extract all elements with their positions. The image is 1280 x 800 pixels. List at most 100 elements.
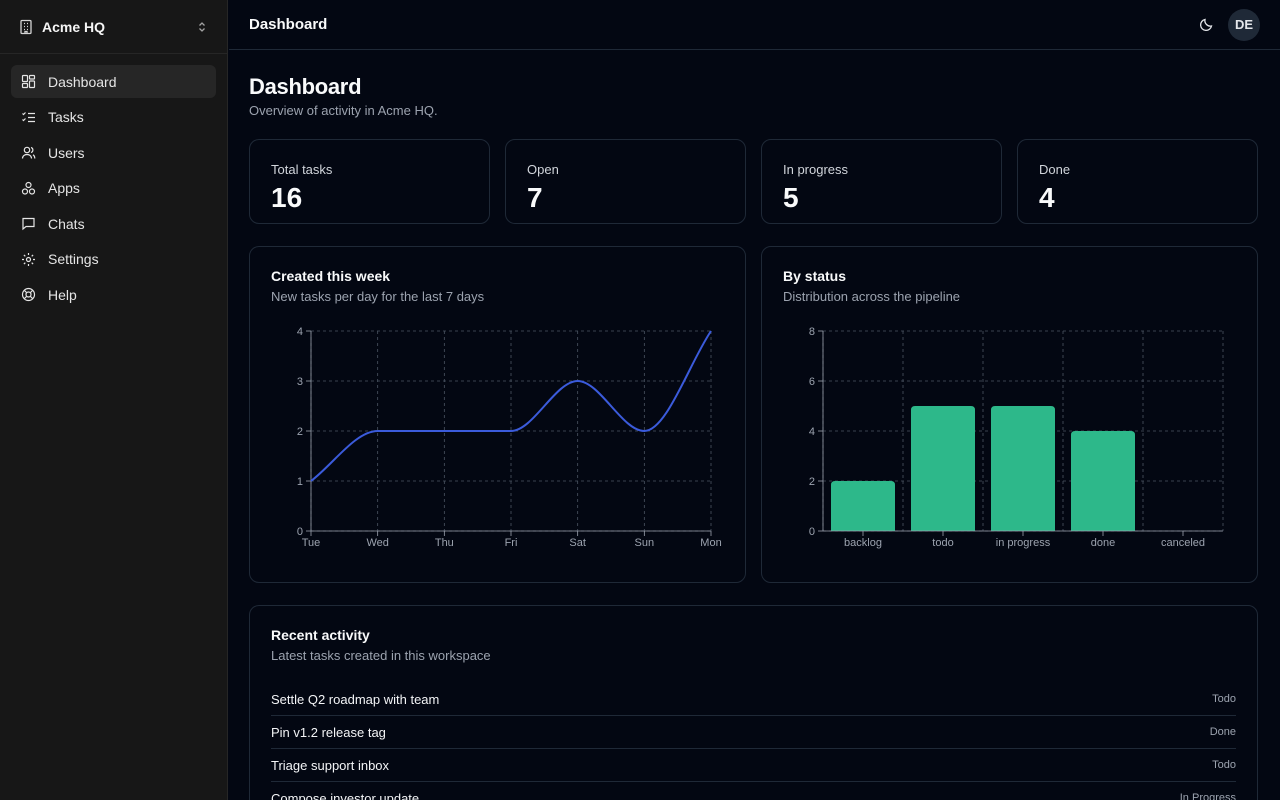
x-tick-label: todo [932, 537, 953, 549]
sidebar-item-label: Apps [48, 180, 80, 196]
x-tick-label: Fri [505, 537, 518, 549]
x-tick-label: backlog [844, 537, 882, 549]
stat-label: In progress [783, 162, 849, 177]
stat-value: 5 [783, 182, 799, 213]
stat-value: 4 [1039, 182, 1055, 213]
bar-chart: 0 2 4 6 8 backlog todo in progress done canceled [809, 326, 1224, 549]
x-tick-label: Wed [366, 537, 388, 549]
status-badge: Done [1209, 726, 1236, 738]
sidebar-item-users[interactable]: Users [11, 136, 216, 169]
header-title: Dashboard [249, 16, 328, 33]
stats-row: Total tasks 16 Open 7 In progress 5 Done… [249, 139, 1258, 224]
y-tick-label: 4 [297, 326, 303, 338]
org-switcher[interactable]: Acme HQ [0, 0, 227, 54]
status-badge: Todo [1212, 759, 1236, 771]
sidebar-item-label: Tasks [48, 109, 84, 125]
stat-label: Total tasks [271, 162, 333, 177]
x-tick-label: Sat [569, 537, 586, 549]
users-icon [21, 145, 36, 160]
moon-icon [1199, 18, 1212, 32]
series-line [310, 330, 712, 482]
sidebar-nav: Dashboard Tasks Users Apps Chats Setting… [0, 54, 227, 325]
y-tick-label: 0 [809, 526, 815, 538]
stat-label: Open [527, 162, 559, 177]
sidebar-item-apps[interactable]: Apps [11, 172, 216, 205]
stat-value: 16 [271, 182, 303, 213]
x-tick-label: canceled [1161, 537, 1205, 549]
y-tick-label: 3 [297, 376, 303, 388]
stat-card-done: Done 4 [1017, 139, 1258, 224]
y-tick-label: 4 [809, 426, 815, 438]
card-title: Recent activity [271, 627, 370, 643]
x-tick-label: done [1091, 537, 1115, 549]
y-tick-label: 1 [297, 476, 303, 488]
card-title: By status [783, 268, 847, 284]
top-header: Dashboard DE [229, 0, 1280, 50]
life-buoy-icon [21, 287, 36, 302]
bar [911, 406, 975, 531]
activity-list: Settle Q2 roadmap with team Todo Pin v1.… [271, 683, 1236, 800]
stat-value: 7 [527, 182, 543, 213]
sidebar-item-tasks[interactable]: Tasks [11, 101, 216, 134]
x-tick-label: Thu [435, 537, 454, 549]
settings-icon [21, 252, 36, 267]
sidebar-item-dashboard[interactable]: Dashboard [11, 65, 216, 98]
stat-label: Done [1039, 162, 1071, 177]
recent-activity-card: Recent activity Latest tasks created in … [249, 605, 1258, 800]
x-tick-label: Tue [302, 537, 321, 549]
org-name: Acme HQ [42, 18, 106, 35]
stat-card-in-progress: In progress 5 [761, 139, 1002, 224]
x-tick-label: in progress [996, 537, 1051, 549]
status-badge: In Progress [1179, 792, 1236, 800]
bar-chart-card: By status Distribution across the pipeli… [761, 246, 1258, 583]
list-item[interactable]: Triage support inbox Todo [271, 749, 1236, 782]
sidebar: Acme HQ Dashboard Tasks Users Apps Chats… [0, 0, 228, 800]
building-icon [18, 19, 34, 35]
sidebar-item-label: Help [48, 286, 77, 303]
list-item[interactable]: Compose investor update In Progress [271, 782, 1236, 800]
y-tick-label: 8 [809, 326, 815, 338]
page-subtitle: Overview of activity in Acme HQ. [249, 103, 438, 118]
status-badge: Todo [1212, 693, 1236, 705]
task-title: Pin v1.2 release tag [271, 724, 386, 740]
task-title: Compose investor update [271, 790, 420, 800]
sidebar-item-settings[interactable]: Settings [11, 243, 216, 276]
avatar[interactable]: DE [1228, 8, 1260, 41]
sidebar-item-label: Settings [48, 251, 99, 267]
apps-icon [21, 181, 36, 196]
task-title: Triage support inbox [271, 757, 390, 773]
message-square-icon [21, 216, 36, 231]
bar [831, 481, 895, 531]
sidebar-item-label: Dashboard [48, 73, 117, 90]
y-tick-label: 2 [297, 426, 303, 438]
main-content: Dashboard Overview of activity in Acme H… [249, 50, 1258, 800]
sidebar-item-chats[interactable]: Chats [11, 207, 216, 240]
sidebar-item-label: Users [48, 144, 85, 161]
layout-dashboard-icon [21, 74, 36, 89]
y-tick-label: 6 [809, 376, 815, 388]
theme-toggle-button[interactable] [1192, 11, 1220, 39]
charts-row: Created this week New tasks per day for … [249, 246, 1258, 583]
line-chart-card: Created this week New tasks per day for … [249, 246, 746, 583]
stat-card-total: Total tasks 16 [249, 139, 490, 224]
list-item[interactable]: Settle Q2 roadmap with team Todo [271, 683, 1236, 716]
task-title: Settle Q2 roadmap with team [271, 691, 440, 707]
stat-card-open: Open 7 [505, 139, 746, 224]
bar [1071, 431, 1135, 531]
sidebar-item-help[interactable]: Help [11, 278, 216, 311]
card-title: Created this week [271, 268, 391, 284]
sidebar-item-label: Chats [48, 215, 85, 232]
list-item[interactable]: Pin v1.2 release tag Done [271, 716, 1236, 749]
x-tick-label: Mon [700, 537, 721, 549]
card-subtitle: Distribution across the pipeline [783, 289, 961, 304]
bar [991, 406, 1055, 531]
x-tick-label: Sun [635, 537, 655, 549]
card-subtitle: Latest tasks created in this workspace [271, 648, 491, 663]
card-subtitle: New tasks per day for the last 7 days [271, 289, 485, 304]
y-tick-label: 2 [809, 476, 815, 488]
chevrons-up-down-icon [195, 20, 209, 34]
y-tick-label: 0 [297, 526, 303, 538]
list-checks-icon [21, 110, 36, 125]
page-title: Dashboard [249, 74, 362, 99]
line-chart: 0 1 2 3 4 Tue Wed Thu Fri Sat Sun Mon [297, 326, 722, 549]
